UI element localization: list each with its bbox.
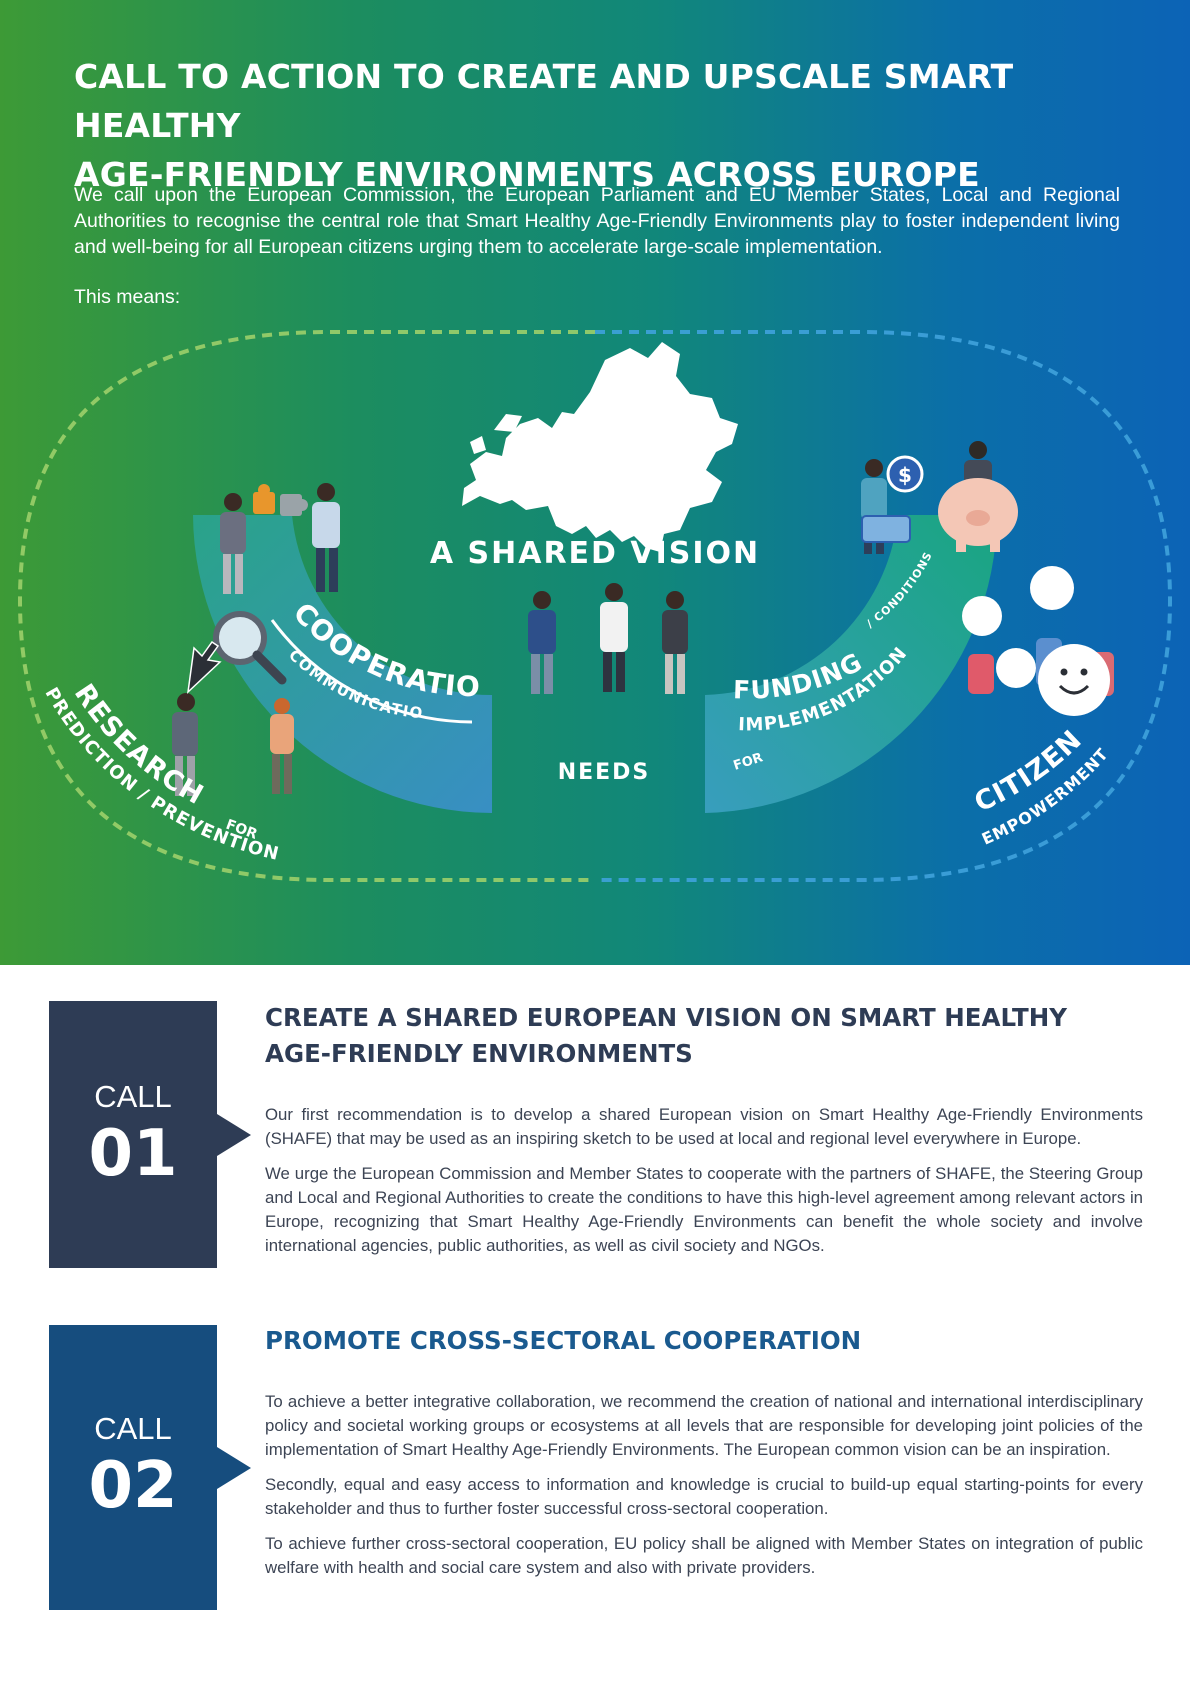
- piggy-bank-icon: [938, 478, 1018, 552]
- people-needs: [528, 583, 688, 694]
- call-02-paragraph-1: To achieve a better integrative collabor…: [265, 1392, 1143, 1459]
- shared-vision-label: A SHARED VISION: [430, 536, 760, 571]
- people-research: [172, 693, 294, 796]
- coin-icon: $: [886, 455, 924, 493]
- call-01-title-line-2: AGE-FRIENDLY ENVIRONMENTS: [265, 1039, 693, 1068]
- puzzle-icon: [253, 484, 308, 516]
- intro-paragraph: We call upon the European Commission, th…: [74, 184, 1120, 258]
- call-02-body: To achieve a better integrative collabor…: [265, 1390, 1143, 1591]
- cooperation-band: [193, 515, 492, 813]
- call-02-title-line-1: PROMOTE CROSS-SECTORAL COOPERATION: [265, 1326, 862, 1355]
- call-02-badge: CALL 02: [49, 1325, 251, 1610]
- card-icon: [861, 515, 911, 543]
- call-01-label: CALL: [94, 1079, 172, 1114]
- title-line-2: AGE-FRIENDLY ENVIRONMENTS ACROSS EUROPE: [74, 155, 980, 194]
- needs-label: NEEDS: [558, 760, 651, 785]
- call-01-paragraph-2: We urge the European Commission and Memb…: [265, 1164, 1143, 1255]
- call-02-arrow: [217, 1447, 251, 1489]
- call-01-number: 01: [88, 1117, 178, 1191]
- coin-symbol: $: [898, 463, 912, 487]
- shared-vision-diagram: $: [0, 320, 1173, 882]
- funding-band: [705, 515, 997, 813]
- people-cooperation: [220, 483, 340, 594]
- call-01-body: Our first recommendation is to develop a…: [265, 1103, 1143, 1269]
- svg-text:CITIZEN: CITIZEN: [970, 724, 1088, 818]
- europe-map-icon: [462, 342, 738, 552]
- call-01-paragraph-1: Our first recommendation is to develop a…: [265, 1105, 1143, 1148]
- this-means-text: This means:: [74, 286, 181, 308]
- title-line-1: CALL TO ACTION TO CREATE AND UPSCALE SMA…: [74, 57, 1014, 145]
- call-01-arrow: [217, 1114, 251, 1156]
- call-02-label: CALL: [94, 1411, 172, 1446]
- citizen-label: CITIZEN: [970, 724, 1087, 818]
- call-02-number: 02: [88, 1449, 178, 1523]
- call-02-paragraph-3: To achieve further cross-sectoral cooper…: [265, 1534, 1143, 1577]
- call-02-paragraph-2: Secondly, equal and easy access to infor…: [265, 1475, 1143, 1518]
- call-02-title: PROMOTE CROSS-SECTORAL COOPERATION: [265, 1323, 1145, 1359]
- hero-banner: CALL TO ACTION TO CREATE AND UPSCALE SMA…: [0, 0, 1190, 965]
- call-01-badge: CALL 01: [49, 1001, 251, 1268]
- call-01-title-line-1: CREATE A SHARED EUROPEAN VISION ON SMART…: [265, 1003, 1067, 1032]
- cursor-icon: [186, 640, 222, 694]
- cooperation-underline: [270, 619, 473, 724]
- dashed-ring-left: [17, 330, 595, 882]
- smiley-icon: [962, 566, 1110, 716]
- call-01-title: CREATE A SHARED EUROPEAN VISION ON SMART…: [265, 1000, 1145, 1072]
- dashed-ring-right: [595, 330, 1173, 882]
- magnifier-icon: [213, 611, 287, 685]
- page-title: CALL TO ACTION TO CREATE AND UPSCALE SMA…: [74, 52, 1134, 199]
